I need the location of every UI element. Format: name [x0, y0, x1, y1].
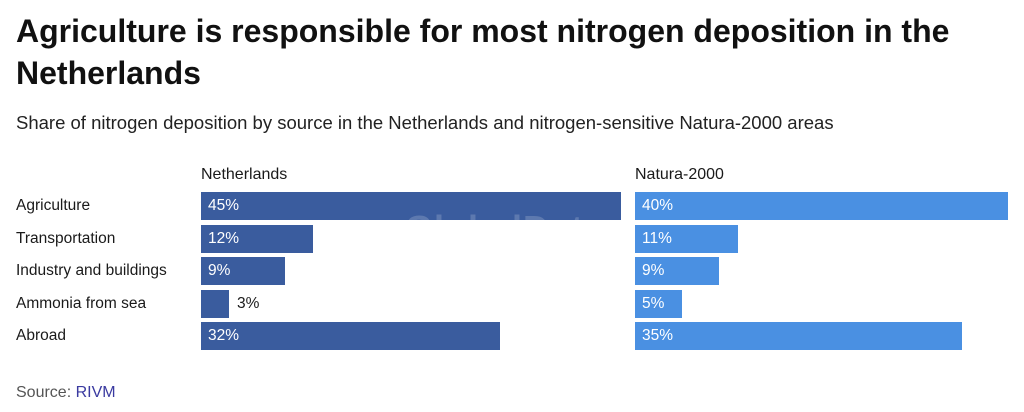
series-title: Natura-2000: [635, 166, 724, 183]
data-label: 45%: [208, 197, 240, 214]
category-label: Agriculture: [16, 197, 91, 214]
data-label: 9%: [642, 262, 665, 279]
source-note: Source: RIVM: [16, 382, 116, 404]
chart-subtitle: Share of nitrogen deposition by source i…: [16, 112, 834, 133]
data-label: 32%: [208, 327, 240, 344]
data-label: 11%: [642, 229, 672, 247]
source-label: Source:: [16, 384, 76, 401]
bar[interactable]: [635, 192, 1009, 220]
bar[interactable]: [201, 257, 285, 285]
chart-title: Agriculture is responsible for most nitr…: [16, 13, 950, 91]
category-label: Transportation: [16, 229, 116, 247]
bar[interactable]: [635, 289, 682, 318]
bar[interactable]: [201, 192, 621, 220]
bar[interactable]: [201, 289, 229, 318]
category-label: Industry and buildings: [16, 262, 167, 279]
source-link[interactable]: RIVM: [75, 384, 116, 401]
bar[interactable]: [201, 224, 313, 253]
data-label: 9%: [208, 262, 231, 279]
bar[interactable]: [635, 224, 738, 253]
category-label: Abroad: [16, 327, 66, 344]
data-label: 12%: [208, 229, 240, 247]
data-label: 40%: [642, 197, 674, 214]
category-label: Ammonia from sea: [16, 294, 147, 312]
series-title: Netherlands: [201, 166, 288, 183]
data-label: 5%: [642, 294, 665, 312]
bar[interactable]: [201, 322, 500, 350]
data-label: 3%: [237, 294, 260, 312]
bar[interactable]: [635, 257, 719, 285]
data-label: 35%: [642, 327, 674, 344]
bar[interactable]: [635, 322, 962, 350]
